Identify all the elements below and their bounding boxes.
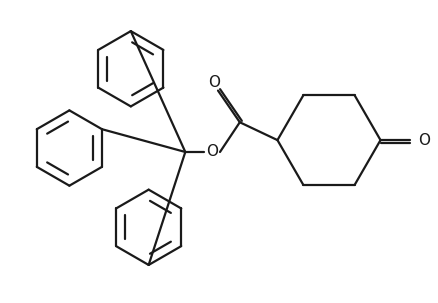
Text: O: O bbox=[208, 75, 220, 90]
Text: O: O bbox=[206, 145, 218, 159]
Text: O: O bbox=[418, 133, 430, 148]
